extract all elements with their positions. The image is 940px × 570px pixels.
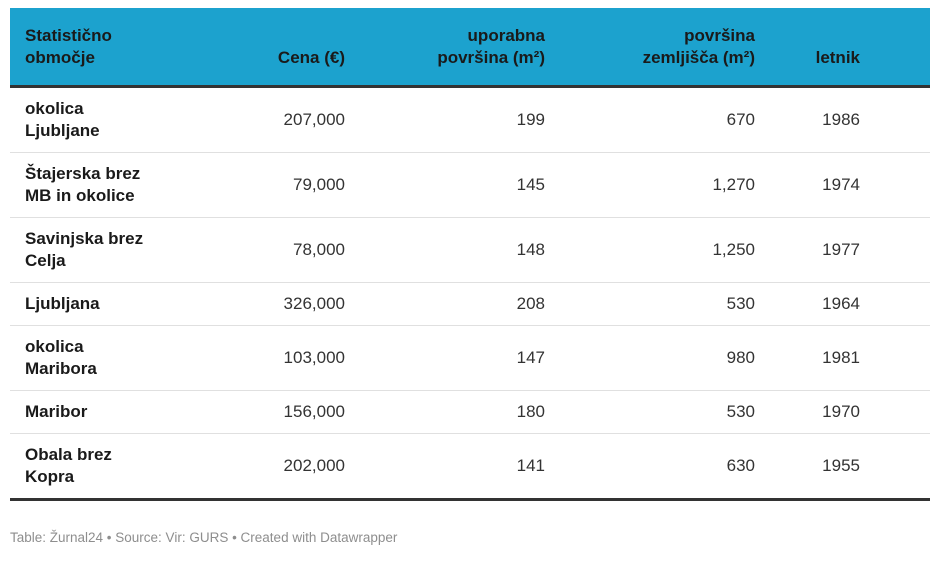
land-area-cell: 1,250 — [545, 217, 755, 283]
table-row: Savinjska brez Celja 78,000 148 1,250 19… — [10, 217, 930, 283]
price-cell: 202,000 — [240, 433, 345, 501]
land-area-cell: 1,270 — [545, 152, 755, 218]
region-name-cell: okolica Ljubljane — [10, 86, 240, 153]
year-cell: 1977 — [755, 217, 930, 283]
header-uporabna-povrsina: uporabna površina (m²) — [345, 8, 545, 88]
region-name-cell: Štajerska brez MB in okolice — [10, 152, 240, 218]
year-cell: 1986 — [755, 86, 930, 153]
price-cell: 326,000 — [240, 282, 345, 326]
table-row: okolica Maribora 103,000 147 980 1981 — [10, 325, 930, 391]
header-povrsina-zemljisca: površina zemljišča (m²) — [545, 8, 755, 88]
land-area-cell: 630 — [545, 433, 755, 501]
datawrapper-table-widget: Statistično območje Cena (€) uporabna po… — [10, 8, 930, 545]
table-header: Statistično območje Cena (€) uporabna po… — [10, 8, 930, 88]
usable-area-cell: 208 — [345, 282, 545, 326]
price-cell: 207,000 — [240, 86, 345, 153]
usable-area-cell: 180 — [345, 390, 545, 434]
usable-area-cell: 147 — [345, 325, 545, 391]
statistics-table: Statistično območje Cena (€) uporabna po… — [10, 8, 930, 501]
usable-area-cell: 145 — [345, 152, 545, 218]
year-cell: 1974 — [755, 152, 930, 218]
region-name-cell: Maribor — [10, 390, 240, 434]
usable-area-cell: 199 — [345, 86, 545, 153]
price-cell: 103,000 — [240, 325, 345, 391]
table-row: Obala brez Kopra 202,000 141 630 1955 — [10, 433, 930, 501]
year-cell: 1970 — [755, 390, 930, 434]
land-area-cell: 980 — [545, 325, 755, 391]
header-statisticno-obmocje: Statistično območje — [10, 8, 240, 88]
header-letnik: letnik — [755, 8, 930, 88]
price-cell: 156,000 — [240, 390, 345, 434]
region-name-cell: Ljubljana — [10, 282, 240, 326]
table-row: Ljubljana 326,000 208 530 1964 — [10, 282, 930, 326]
land-area-cell: 670 — [545, 86, 755, 153]
price-cell: 79,000 — [240, 152, 345, 218]
land-area-cell: 530 — [545, 282, 755, 326]
usable-area-cell: 141 — [345, 433, 545, 501]
region-name-cell: okolica Maribora — [10, 325, 240, 391]
table-row: okolica Ljubljane 207,000 199 670 1986 — [10, 86, 930, 153]
table-row: Maribor 156,000 180 530 1970 — [10, 390, 930, 434]
year-cell: 1964 — [755, 282, 930, 326]
usable-area-cell: 148 — [345, 217, 545, 283]
year-cell: 1981 — [755, 325, 930, 391]
attribution-line: Table: Žurnal24 • Source: Vir: GURS • Cr… — [10, 530, 398, 545]
price-cell: 78,000 — [240, 217, 345, 283]
header-row: Statistično območje Cena (€) uporabna po… — [10, 8, 930, 88]
land-area-cell: 530 — [545, 390, 755, 434]
table-row: Štajerska brez MB in okolice 79,000 145 … — [10, 152, 930, 218]
region-name-cell: Obala brez Kopra — [10, 433, 240, 501]
header-cena: Cena (€) — [240, 8, 345, 88]
table-body: okolica Ljubljane 207,000 199 670 1986 Š… — [10, 86, 930, 501]
year-cell: 1955 — [755, 433, 930, 501]
region-name-cell: Savinjska brez Celja — [10, 217, 240, 283]
